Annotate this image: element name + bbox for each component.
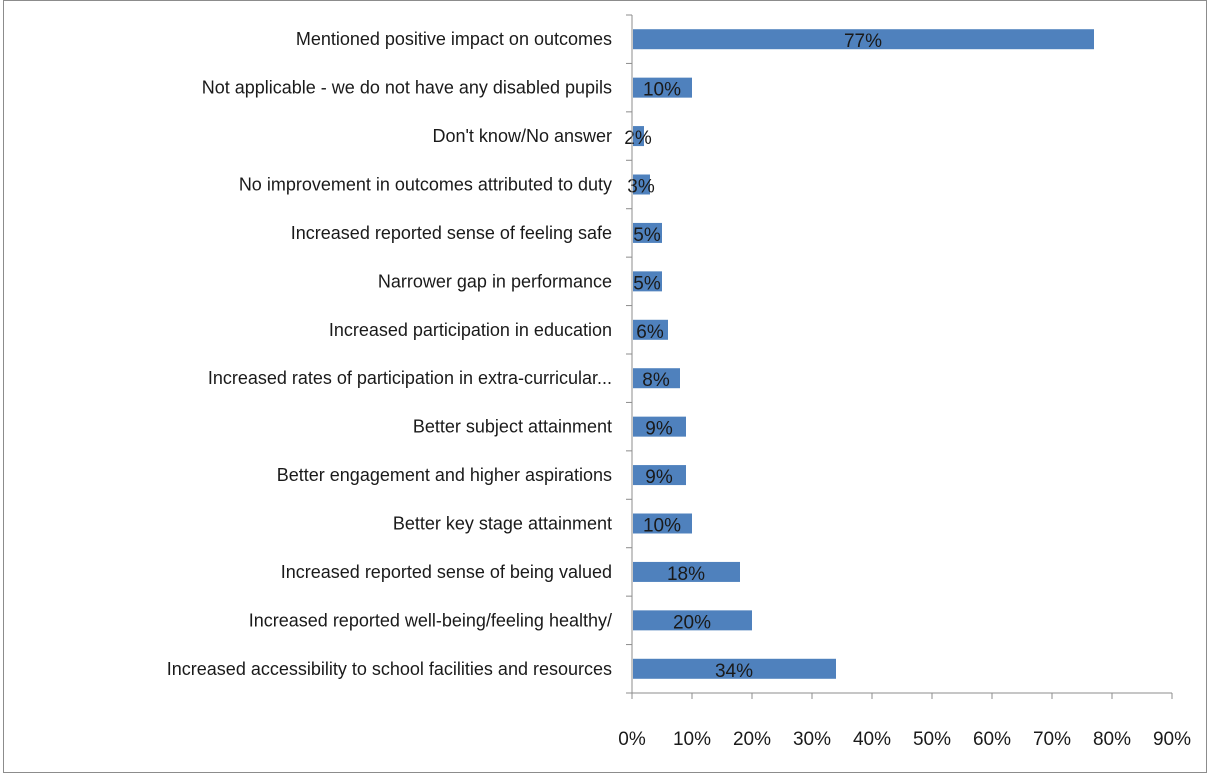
category-labels: Mentioned positive impact on outcomes Not… bbox=[167, 29, 612, 679]
category-label: Better subject attainment bbox=[413, 417, 612, 437]
category-label: Not applicable - we do not have any disa… bbox=[202, 78, 612, 98]
bar bbox=[633, 29, 1094, 50]
bar bbox=[633, 561, 740, 582]
category-label: Narrower gap in performance bbox=[378, 271, 612, 291]
bar-chart: Mentioned positive impact on outcomes Not… bbox=[167, 14, 1191, 750]
x-tick-label: 60% bbox=[973, 729, 1011, 750]
data-label: 5% bbox=[633, 225, 661, 246]
data-label: 20% bbox=[673, 612, 711, 633]
bar bbox=[633, 610, 752, 631]
x-tick-label: 70% bbox=[1033, 729, 1071, 750]
data-label: 77% bbox=[844, 31, 882, 52]
data-label: 9% bbox=[645, 467, 673, 488]
bar bbox=[633, 319, 668, 340]
data-label: 9% bbox=[645, 419, 673, 440]
category-label: Increased accessibility to school facili… bbox=[167, 659, 612, 679]
category-label: Better key stage attainment bbox=[393, 514, 612, 534]
data-label: 18% bbox=[667, 564, 705, 585]
chart-frame: Mentioned positive impact on outcomes Not… bbox=[3, 0, 1207, 773]
bar bbox=[633, 465, 686, 486]
bar bbox=[633, 513, 692, 534]
bar bbox=[633, 77, 692, 98]
data-label: 5% bbox=[633, 273, 661, 294]
category-label: Increased reported sense of feeling safe bbox=[291, 223, 612, 243]
axes bbox=[626, 14, 1173, 699]
bars-group bbox=[633, 29, 1094, 679]
category-label: Increased reported sense of being valued bbox=[281, 562, 612, 582]
bar bbox=[633, 271, 662, 292]
category-label: Don't know/No answer bbox=[432, 126, 612, 146]
x-tick-label: 50% bbox=[913, 729, 951, 750]
data-label: 3% bbox=[627, 177, 655, 198]
category-label: Increased participation in education bbox=[329, 320, 612, 340]
x-tick-label: 40% bbox=[853, 729, 891, 750]
category-label: Better engagement and higher aspirations bbox=[277, 465, 612, 485]
x-tick-label: 20% bbox=[733, 729, 771, 750]
bar bbox=[633, 174, 650, 195]
x-tick-label: 90% bbox=[1153, 729, 1191, 750]
bar bbox=[633, 416, 686, 437]
category-label: Mentioned positive impact on outcomes bbox=[296, 29, 612, 49]
data-label: 10% bbox=[643, 80, 681, 101]
bar bbox=[633, 368, 680, 389]
bar bbox=[633, 658, 836, 679]
x-tick-label: 30% bbox=[793, 729, 831, 750]
category-label: Increased reported well-being/feeling he… bbox=[249, 610, 612, 630]
x-tick-labels: 0% 10% 20% 30% 40% 50% 60% 70% 80% 90% bbox=[618, 729, 1191, 750]
data-label: 34% bbox=[715, 661, 753, 682]
x-tick-label: 80% bbox=[1093, 729, 1131, 750]
data-label: 2% bbox=[624, 128, 652, 149]
bar bbox=[633, 126, 644, 147]
x-tick-label: 10% bbox=[673, 729, 711, 750]
data-labels: 77% 10% 2% 3% 5% 5% 6% 8% 9% 9% 10% 18% 20% 34% bbox=[624, 31, 882, 682]
data-label: 6% bbox=[636, 322, 664, 343]
data-label: 10% bbox=[643, 516, 681, 537]
category-label: No improvement in outcomes attributed to… bbox=[239, 175, 612, 195]
bar bbox=[633, 222, 662, 243]
category-label: Increased rates of participation in extr… bbox=[208, 368, 612, 388]
x-tick-label: 0% bbox=[618, 729, 646, 750]
data-label: 8% bbox=[642, 370, 670, 391]
